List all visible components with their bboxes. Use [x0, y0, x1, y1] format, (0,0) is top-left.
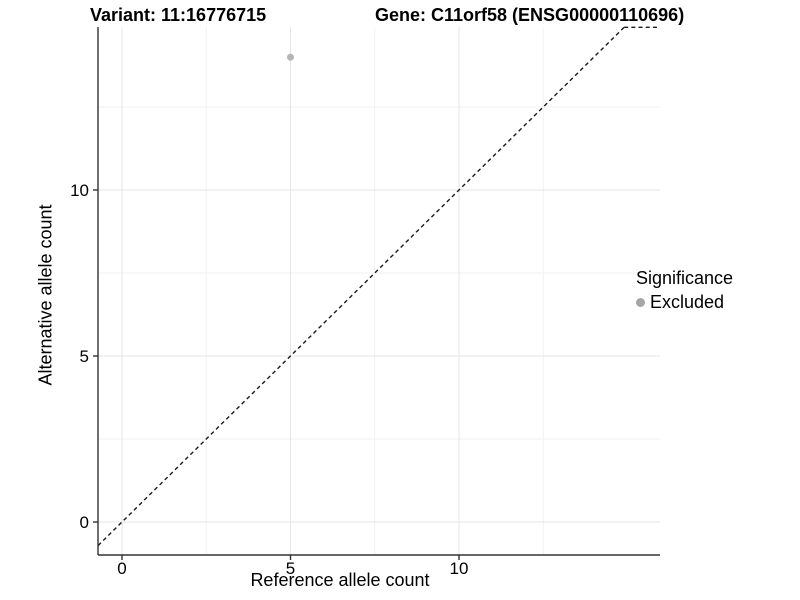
x-tick-label: 10: [450, 559, 469, 578]
x-tick-label: 0: [117, 559, 126, 578]
legend-title: Significance: [636, 268, 734, 288]
x-axis-title: Reference allele count: [250, 570, 430, 590]
identity-line: [97, 26, 625, 547]
data-point: [287, 53, 294, 61]
legend-point-icon: [636, 298, 645, 307]
legend-item-excluded: Excluded: [636, 292, 733, 313]
y-tick-label: 5: [80, 347, 89, 366]
legend: Significance Excluded: [636, 268, 733, 313]
x-tick-label: 5: [286, 559, 295, 578]
legend-item-label: Excluded: [650, 292, 725, 312]
y-tick-label: 0: [80, 513, 89, 532]
plot-title-gene: Gene: C11orf58 (ENSG00000110696): [375, 5, 685, 25]
y-tick-label: 10: [70, 181, 89, 200]
y-axis-title: Alternative allele count: [35, 204, 56, 386]
plot-title-variant: Variant: 11:16776715: [90, 5, 267, 25]
